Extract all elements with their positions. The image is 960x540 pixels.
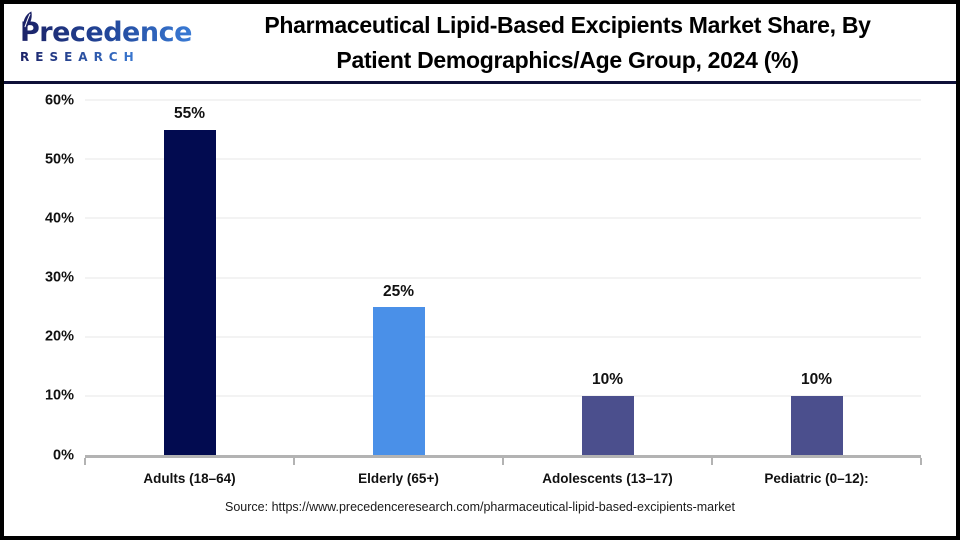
y-tick-label: 10% (44, 387, 74, 404)
y-tick-label: 40% (44, 210, 74, 227)
y-tick-label: 20% (44, 328, 74, 345)
y-tick-label: 50% (44, 150, 74, 167)
x-category-label: Pediatric (0–12): (764, 471, 869, 486)
gridline (85, 336, 921, 338)
x-axis-tick (920, 458, 922, 465)
y-tick-label: 60% (44, 91, 74, 108)
x-category-label: Adults (18–64) (143, 471, 236, 486)
title-line-2: Patient Demographics/Age Group, 2024 (%) (336, 46, 799, 73)
bar-1 (163, 129, 216, 455)
leaf-icon (23, 11, 32, 30)
bar-2 (372, 307, 425, 455)
x-labels: Adults (18–64) Elderly (65+) Adolescents (… (85, 471, 921, 486)
title-block: Pharmaceutical Lipid-Based Excipients Ma… (189, 8, 956, 77)
bar-value-label: 10% (800, 371, 833, 389)
bar-slot: 25% (294, 100, 503, 455)
gridline (85, 158, 921, 160)
gridline (85, 217, 921, 219)
bar-3 (581, 395, 634, 455)
gridline (85, 277, 921, 278)
logo-wordmark: Precedence (20, 11, 192, 49)
bar-slot: 55% (85, 100, 294, 455)
y-axis: 0% 10% 20% 30% 40% 50% 60% (4, 93, 74, 462)
x-axis-tick (502, 458, 504, 465)
gridline (85, 99, 921, 101)
logo-text-precedence: Precedence (20, 17, 192, 49)
gridline (85, 395, 921, 397)
header: Precedence RESEARCH Pharmaceutical Lipid… (4, 4, 956, 84)
bar-slot: 10% (712, 100, 921, 455)
logo-text-research: RESEARCH (20, 49, 140, 64)
source-citation: Source: https://www.precedenceresearch.c… (225, 500, 735, 514)
x-axis-tick (711, 458, 713, 465)
y-tick-label: 30% (44, 269, 74, 286)
x-axis-tick (84, 458, 86, 465)
bar-value-label: 25% (382, 282, 415, 300)
bar-slot: 10% (503, 100, 712, 455)
bar-4 (790, 395, 843, 455)
x-category-label: Adolescents (13–17) (542, 471, 673, 486)
plot-area: 0% 10% 20% 30% 40% 50% 60% 55% 25% 10% 10% (45, 93, 922, 465)
bar-value-label: 10% (591, 371, 624, 389)
brand-logo: Precedence RESEARCH (4, 11, 192, 65)
bar-value-label: 55% (173, 105, 206, 123)
page-title: Pharmaceutical Lipid-Based Excipients Ma… (264, 8, 871, 77)
x-category-label: Elderly (65+) (358, 471, 439, 486)
x-axis-tick (293, 458, 295, 465)
title-line-1: Pharmaceutical Lipid-Based Excipients Ma… (264, 12, 871, 38)
y-tick-label: 0% (53, 446, 74, 463)
